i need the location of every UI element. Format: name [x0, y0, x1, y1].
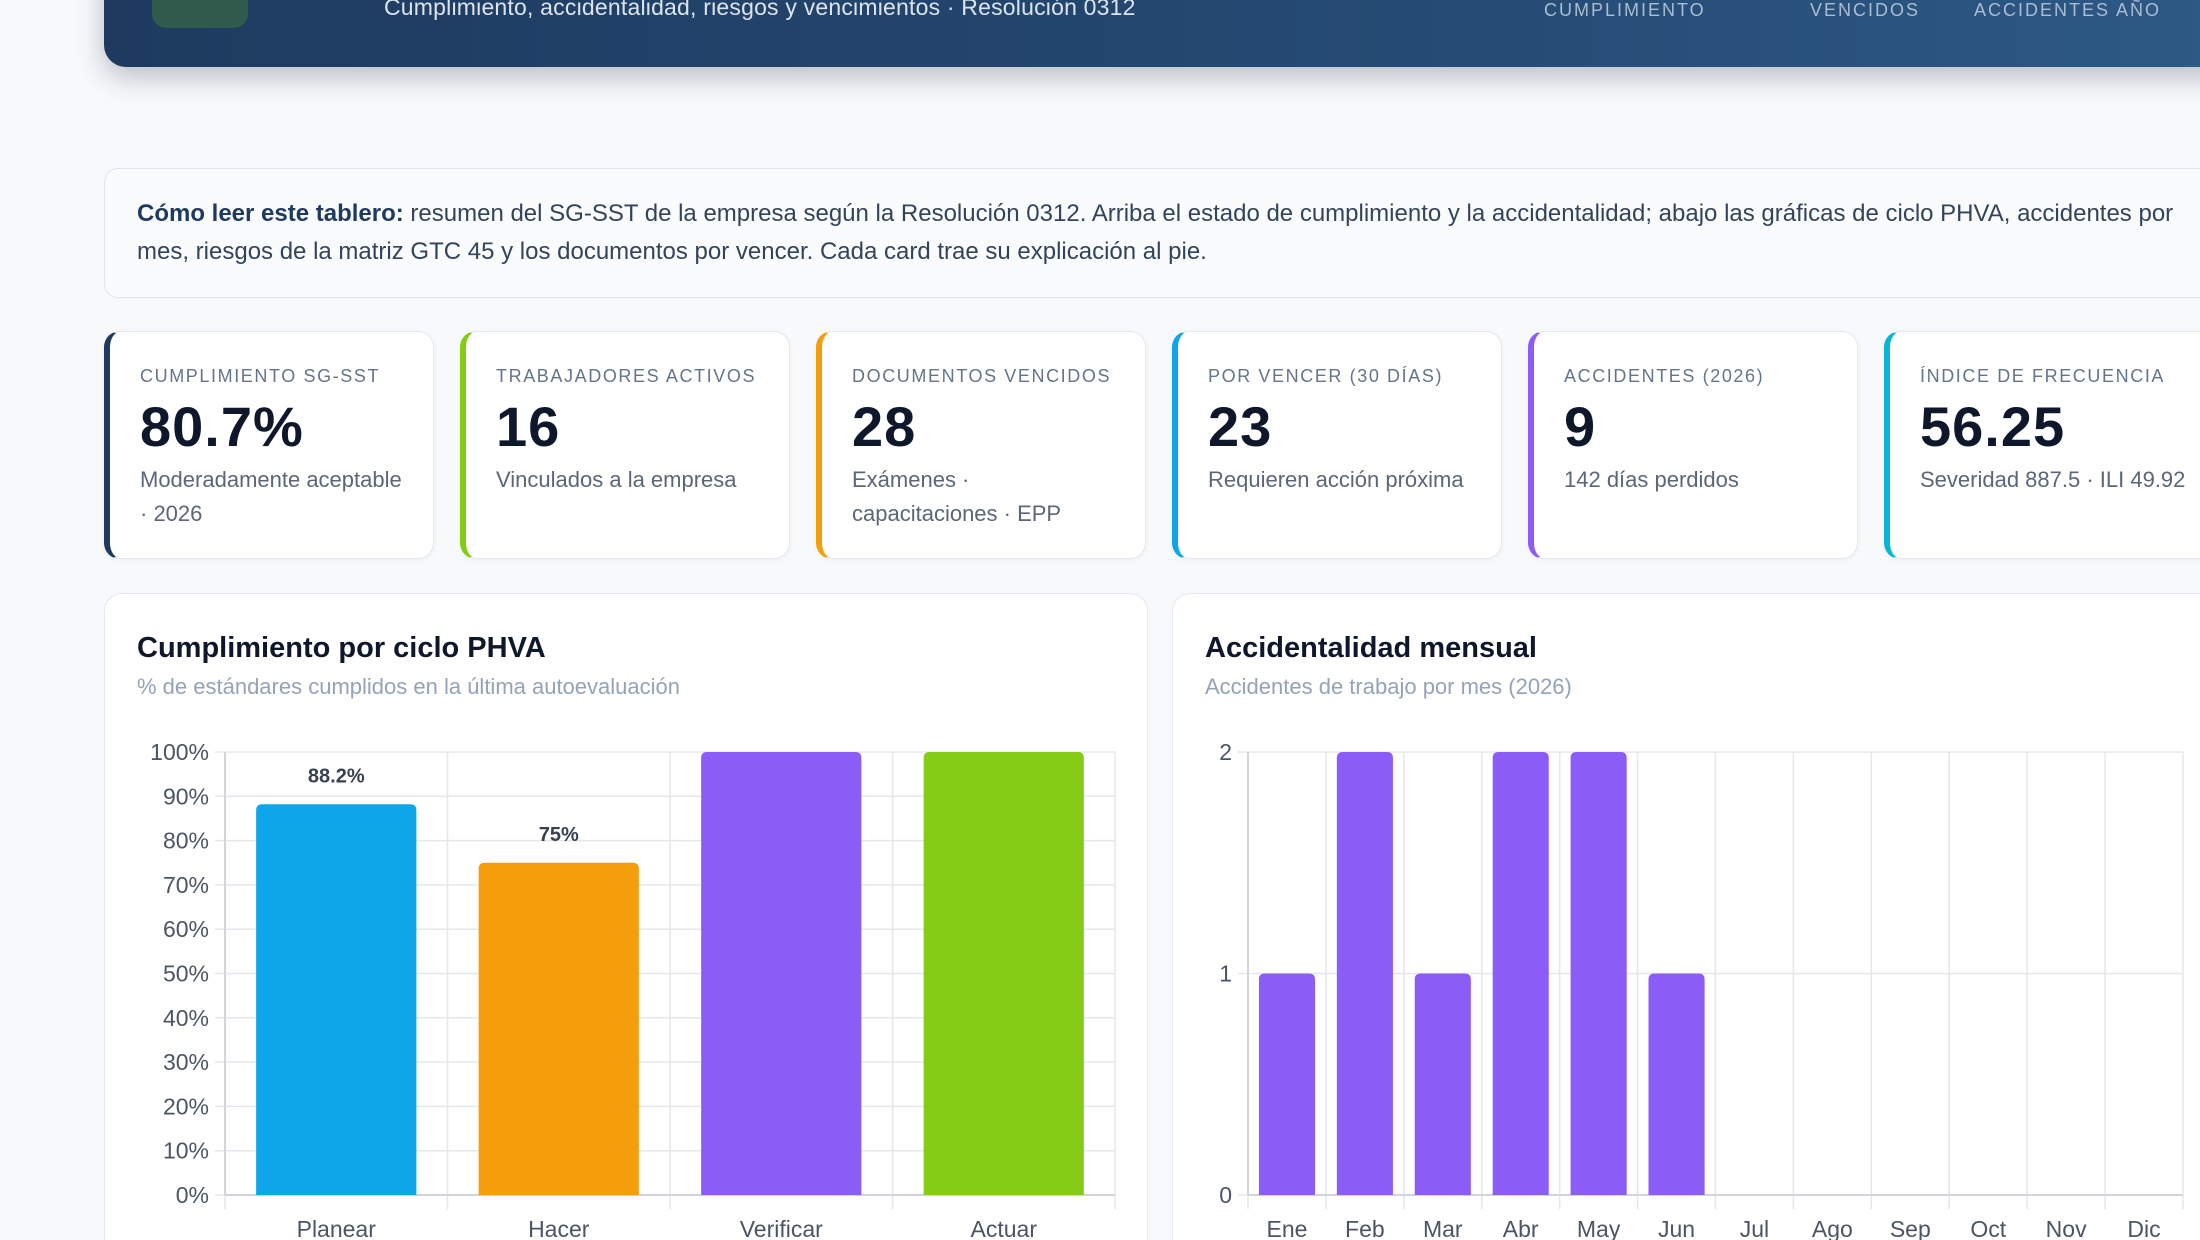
info-box: Cómo leer este tablero: resumen del SG-S… [104, 168, 2200, 298]
bar [701, 752, 862, 1195]
chart-title: Cumplimiento por ciclo PHVA [137, 632, 546, 664]
bar [1570, 752, 1627, 1195]
chart-card-phva: 0% 10% 20% 30% 40% 50% 60% 70% 80% 90% 100% 88.2% Pl… [104, 593, 1148, 1240]
kpi-value: 9 [1564, 395, 1597, 458]
kpi-sub: 142 días perdidos [1564, 467, 1739, 492]
kpi-card-por-vencer: Por vencer (30 días) 23 Requieren acción… [1172, 331, 1502, 559]
kpi-value: 56.25 [1920, 395, 2066, 458]
kpi-label: Índice de frecuencia [1920, 366, 2166, 386]
y-tick-label: 50% [163, 961, 209, 987]
x-tick-label: Verificar [740, 1216, 823, 1240]
bar [1336, 752, 1393, 1195]
y-tick-label: 40% [163, 1005, 209, 1031]
kpi-card-trabajadores: Trabajadores activos 16 Vinculados a la … [460, 331, 790, 559]
bar-data-label: 75% [539, 824, 579, 846]
bar-data-label: 88.2% [308, 765, 365, 787]
info-text: resumen del SG-SST de la empresa según l… [137, 200, 2174, 265]
y-tick-label: 30% [163, 1049, 209, 1075]
header-subtitle: Cumplimiento, accidentalidad, riesgos y … [384, 0, 1136, 20]
x-tick-label: Jun [1658, 1216, 1695, 1240]
header-stat-label-accidentes: Accidentes año [1974, 0, 2162, 20]
bar [1492, 752, 1549, 1195]
bar [1258, 973, 1316, 1195]
y-tick-label: 60% [163, 916, 209, 942]
phva-bar-chart: 0% 10% 20% 30% 40% 50% 60% 70% 80% 90% 100% 88.2% Pl… [150, 739, 1116, 1240]
x-tick-label: Feb [1345, 1216, 1385, 1240]
x-tick-label: Abr [1503, 1216, 1539, 1240]
y-tick-label: 70% [163, 872, 209, 898]
bar [1414, 973, 1471, 1195]
y-tick-label: 80% [163, 828, 209, 854]
kpi-value: 16 [496, 395, 561, 458]
x-tick-label: Actuar [971, 1216, 1038, 1240]
info-lead: Cómo leer este tablero: [137, 200, 404, 227]
y-tick-label: 1 [1219, 961, 1232, 987]
kpi-value: 80.7% [140, 395, 304, 458]
kpi-label: Documentos vencidos [852, 366, 1112, 386]
y-tick-label: 100% [150, 739, 209, 765]
x-tick-label: Hacer [528, 1216, 590, 1240]
kpi-label: Cumplimiento SG-SST [140, 366, 381, 386]
kpi-card-cumplimiento: Cumplimiento SG-SST 80.7% Moderadamente … [104, 331, 434, 559]
x-tick-label: Jul [1740, 1216, 1769, 1240]
bar [923, 752, 1084, 1195]
x-tick-label: Nov [2046, 1216, 2087, 1240]
header-banner: Cumplimiento, accidentalidad, riesgos y … [104, 0, 2200, 67]
x-tick-label: Sep [1890, 1216, 1931, 1240]
kpi-card-accidentes: Accidentes (2026) 9 142 días perdidos [1528, 331, 1858, 559]
bar [1648, 973, 1705, 1195]
y-tick-label: 90% [163, 783, 209, 809]
kpi-label: Accidentes (2026) [1564, 366, 1765, 386]
x-tick-label: May [1577, 1216, 1621, 1240]
x-tick-label: Planear [297, 1216, 377, 1240]
y-tick-label: 2 [1219, 739, 1232, 765]
bar [256, 804, 417, 1195]
header-stat-label-cumplimiento: Cumplimiento [1544, 0, 1706, 20]
x-tick-label: Ene [1266, 1216, 1307, 1240]
kpi-sub: Vinculados a la empresa [496, 467, 737, 492]
kpi-card-vencidos: Documentos vencidos 28 Exámenes · capaci… [816, 331, 1146, 559]
x-tick-label: Oct [1970, 1216, 2006, 1240]
y-tick-label: 0% [176, 1182, 209, 1208]
kpi-label: Trabajadores activos [496, 366, 757, 386]
y-tick-label: 10% [163, 1138, 209, 1164]
y-tick-label: 20% [163, 1093, 209, 1119]
kpi-sub: Moderadamente aceptable · 2026 [140, 467, 402, 526]
x-tick-label: Ago [1812, 1216, 1853, 1240]
kpi-value: 28 [852, 395, 917, 458]
logo-icon [152, 0, 248, 28]
kpi-sub: Requieren acción próxima [1208, 467, 1464, 492]
kpi-sub: Severidad 887.5 · ILI 49.92 [1920, 467, 2186, 492]
header-stat-label-vencidos: Vencidos [1810, 0, 1921, 20]
kpi-label: Por vencer (30 días) [1208, 366, 1444, 386]
monthly-bar-chart: 0 1 2 Ene Feb Mar Abr May Jun Jul Ago Sep Oct Nov Dic [1219, 739, 2184, 1240]
chart-title: Accidentalidad mensual [1205, 632, 1537, 664]
chart-card-monthly: 0 1 2 Ene Feb Mar Abr May Jun Jul Ago Sep Oct Nov Dic … [1172, 593, 2200, 1240]
chart-subtitle: % de estándares cumplidos en la última a… [137, 674, 680, 699]
kpi-sub: Exámenes · capacitaciones · EPP [852, 467, 1062, 526]
chart-subtitle: Accidentes de trabajo por mes (2026) [1205, 674, 1572, 699]
kpi-card-frecuencia: Índice de frecuencia 56.25 Severidad 887… [1884, 331, 2200, 559]
y-tick-label: 0 [1219, 1182, 1232, 1208]
bar [478, 862, 639, 1195]
kpi-value: 23 [1208, 395, 1273, 458]
x-tick-label: Dic [2127, 1216, 2160, 1240]
x-tick-label: Mar [1423, 1216, 1463, 1240]
